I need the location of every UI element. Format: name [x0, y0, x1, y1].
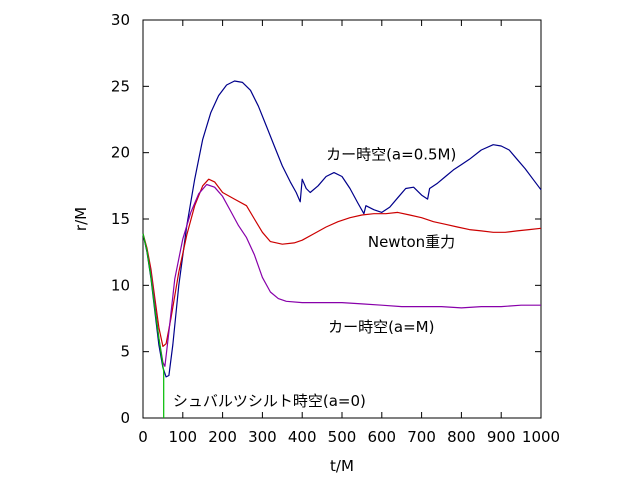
x-tick-label: 300 [248, 428, 277, 446]
series-group [142, 80, 542, 418]
annotation-label: カー時空(a=M) [328, 318, 434, 336]
y-tick-label: 30 [111, 11, 130, 29]
x-tick-label: 0 [138, 428, 148, 446]
x-tick-label: 900 [487, 428, 516, 446]
axis-ticks: 0 100 200 300 400 500 600 700 800 900 1000 0 5 10 15 20… [111, 11, 560, 446]
x-axis-label: t/M [330, 457, 354, 475]
x-tick-label: 800 [447, 428, 476, 446]
x-tick-label: 1000 [522, 428, 560, 446]
annotation-label: Newton重力 [368, 233, 455, 251]
y-tick-label: 15 [111, 210, 130, 228]
annotation-label: シュバルツシルト時空(a=0) [173, 392, 366, 410]
series-line-3 [142, 233, 165, 418]
y-tick-label: 10 [111, 276, 130, 294]
x-tick-label: 600 [367, 428, 396, 446]
x-tick-label: 500 [328, 428, 357, 446]
plot-frame [142, 19, 542, 419]
y-tick-label: 5 [120, 343, 130, 361]
x-tick-label: 100 [168, 428, 197, 446]
annotation-label: カー時空(a=0.5M) [326, 145, 456, 163]
y-tick-label: 25 [111, 77, 130, 95]
y-axis-label: r/M [72, 207, 90, 231]
x-tick-label: 400 [288, 428, 317, 446]
x-tick-label: 700 [407, 428, 436, 446]
y-tick-label: 20 [111, 144, 130, 162]
x-tick-label: 200 [208, 428, 237, 446]
series-line-2 [142, 183, 541, 367]
y-tick-label: 0 [120, 409, 130, 427]
